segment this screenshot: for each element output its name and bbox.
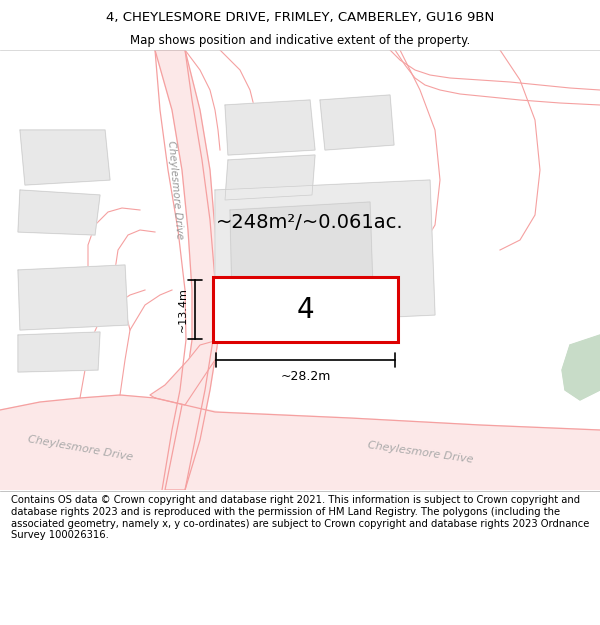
Polygon shape [562, 335, 600, 400]
Polygon shape [230, 202, 373, 298]
Polygon shape [18, 265, 128, 330]
Text: Cheylesmore Drive: Cheylesmore Drive [367, 439, 473, 464]
Polygon shape [150, 340, 218, 405]
Polygon shape [155, 50, 220, 490]
Text: 4, CHEYLESMORE DRIVE, FRIMLEY, CAMBERLEY, GU16 9BN: 4, CHEYLESMORE DRIVE, FRIMLEY, CAMBERLEY… [106, 11, 494, 24]
Polygon shape [18, 332, 100, 372]
Polygon shape [225, 100, 315, 155]
Text: Cheylesmore Drive: Cheylesmore Drive [166, 140, 184, 240]
Polygon shape [225, 155, 315, 200]
Text: Contains OS data © Crown copyright and database right 2021. This information is : Contains OS data © Crown copyright and d… [11, 496, 589, 540]
Text: Cheylesmore Drive: Cheylesmore Drive [26, 434, 133, 462]
Text: ~28.2m: ~28.2m [280, 369, 331, 382]
Text: Map shows position and indicative extent of the property.: Map shows position and indicative extent… [130, 34, 470, 47]
Polygon shape [215, 180, 435, 325]
Polygon shape [0, 395, 600, 490]
Polygon shape [18, 190, 100, 235]
Polygon shape [20, 130, 110, 185]
Bar [213, 277, 398, 342]
Text: ~248m²/~0.061ac.: ~248m²/~0.061ac. [216, 213, 404, 231]
Text: 4: 4 [296, 296, 314, 324]
Polygon shape [320, 95, 394, 150]
Text: ~13.4m: ~13.4m [178, 287, 188, 332]
